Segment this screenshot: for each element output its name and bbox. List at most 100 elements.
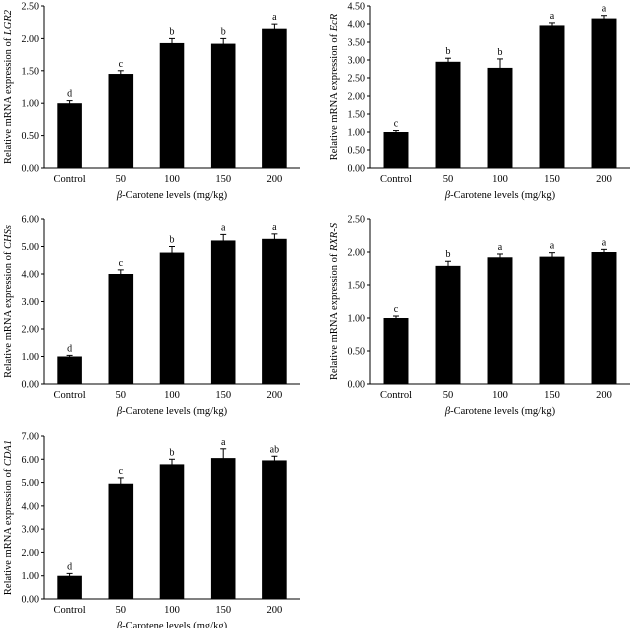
- bar: [108, 274, 134, 384]
- x-tick-label: 150: [215, 390, 231, 401]
- y-tick-label: 2.00: [348, 248, 366, 259]
- x-tick-label: 100: [164, 174, 180, 185]
- x-axis-title-text: -Carotene levels (mg/kg): [122, 190, 227, 201]
- y-tick-label: 0.00: [22, 595, 40, 606]
- x-tick-label: 50: [116, 605, 127, 616]
- significance-label: b: [170, 235, 175, 246]
- significance-label: a: [221, 222, 226, 233]
- bar: [159, 252, 185, 384]
- y-axis-title-gene: EcR: [329, 13, 340, 32]
- y-tick-label: 1.00: [348, 128, 366, 139]
- y-tick-label: 2.00: [22, 325, 40, 336]
- x-tick-label: 200: [267, 390, 283, 401]
- significance-label: d: [67, 561, 72, 572]
- x-axis-title-beta: β: [116, 190, 123, 201]
- bar: [383, 132, 409, 168]
- bar: [210, 458, 236, 599]
- x-tick-label: 200: [267, 605, 283, 616]
- bar: [487, 257, 513, 384]
- x-axis-title-text: -Carotene levels (mg/kg): [450, 190, 555, 201]
- y-tick-label: 0.00: [348, 380, 366, 391]
- y-tick-label: 1.00: [348, 314, 366, 325]
- y-tick-label: 1.50: [348, 281, 366, 292]
- y-tick-label: 0.50: [348, 146, 366, 157]
- x-tick-label: 200: [596, 390, 612, 401]
- significance-label: b: [170, 26, 175, 37]
- x-tick-label: 50: [116, 174, 127, 185]
- significance-label: b: [170, 447, 175, 458]
- y-tick-label: 7.00: [22, 432, 40, 443]
- y-tick-label: 0.00: [348, 164, 366, 175]
- x-tick-label: 150: [544, 174, 560, 185]
- y-axis-title-gene: CDA1: [3, 440, 14, 466]
- x-tick-label: 100: [492, 390, 508, 401]
- y-tick-label: 1.00: [22, 571, 40, 582]
- y-axis-title-gene: RXR-S: [329, 222, 340, 252]
- x-tick-label: 150: [215, 174, 231, 185]
- bar: [108, 483, 134, 599]
- x-axis-title-beta: β: [116, 621, 123, 628]
- significance-label: a: [550, 241, 555, 252]
- bar: [383, 318, 409, 384]
- significance-label: b: [446, 46, 451, 57]
- y-tick-label: 2.50: [348, 215, 366, 226]
- x-tick-label: 100: [164, 390, 180, 401]
- significance-label: b: [498, 47, 503, 58]
- bar: [262, 238, 287, 384]
- bar: [435, 265, 461, 384]
- bar: [539, 25, 565, 168]
- y-tick-label: 1.50: [22, 66, 40, 77]
- y-axis-title-text: Relative mRNA expression of: [3, 466, 14, 595]
- x-tick-label: Control: [54, 605, 86, 616]
- x-tick-label: 50: [443, 390, 454, 401]
- bar: [591, 252, 617, 384]
- bar: [57, 356, 82, 384]
- x-axis-title-beta: β: [444, 190, 451, 201]
- x-axis-title-text: -Carotene levels (mg/kg): [450, 406, 555, 417]
- significance-label: a: [602, 237, 607, 248]
- bar: [57, 103, 82, 168]
- y-tick-label: 1.00: [22, 99, 40, 110]
- significance-label: c: [119, 466, 124, 477]
- bar: [262, 28, 287, 169]
- bar: [210, 240, 236, 384]
- bar: [108, 74, 134, 168]
- y-tick-label: 5.00: [22, 478, 40, 489]
- y-tick-label: 6.00: [22, 455, 40, 466]
- x-tick-label: Control: [380, 174, 412, 185]
- y-tick-label: 0.00: [22, 380, 40, 391]
- x-axis-title: β-Carotene levels (mg/kg): [116, 621, 228, 628]
- y-axis-title-text: Relative mRNA expression of: [3, 35, 14, 164]
- significance-label: c: [394, 304, 399, 315]
- x-tick-label: Control: [380, 390, 412, 401]
- chart-cda1: 0.00 1.00 2.00 3.00 4.00 5.00 6.00 7.00 d Control…: [3, 432, 300, 628]
- x-tick-label: 100: [164, 605, 180, 616]
- bar: [539, 256, 565, 384]
- y-axis-title-gene: CHSs: [3, 225, 14, 249]
- y-tick-label: 2.00: [348, 92, 366, 103]
- significance-label: b: [446, 249, 451, 260]
- y-tick-label: 0.50: [22, 131, 40, 142]
- x-tick-label: 50: [116, 390, 127, 401]
- bar: [159, 464, 185, 599]
- y-tick-label: 3.00: [22, 525, 40, 536]
- significance-label: a: [498, 242, 503, 253]
- significance-label: c: [119, 59, 124, 70]
- y-axis-title-text: Relative mRNA expression of: [329, 251, 340, 380]
- y-tick-label: 4.00: [22, 501, 40, 512]
- bar: [591, 18, 617, 168]
- significance-label: a: [602, 4, 607, 15]
- x-tick-label: Control: [54, 174, 86, 185]
- y-tick-label: 2.50: [22, 2, 40, 13]
- x-axis-title: β-Carotene levels (mg/kg): [116, 190, 228, 201]
- y-axis-title: Relative mRNA expression of RXR-S: [329, 222, 340, 380]
- y-tick-label: 4.00: [348, 20, 366, 31]
- x-axis-title: β-Carotene levels (mg/kg): [444, 406, 556, 417]
- y-tick-label: 4.00: [22, 270, 40, 281]
- x-axis-title-beta: β: [116, 406, 123, 417]
- x-tick-label: Control: [54, 390, 86, 401]
- y-tick-label: 2.50: [348, 74, 366, 85]
- y-tick-label: 3.00: [22, 297, 40, 308]
- y-tick-label: 0.00: [22, 164, 40, 175]
